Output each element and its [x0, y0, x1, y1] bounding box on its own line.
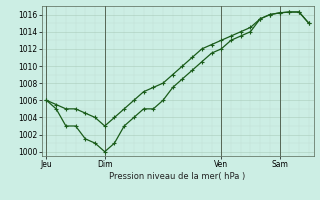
- X-axis label: Pression niveau de la mer( hPa ): Pression niveau de la mer( hPa ): [109, 172, 246, 181]
